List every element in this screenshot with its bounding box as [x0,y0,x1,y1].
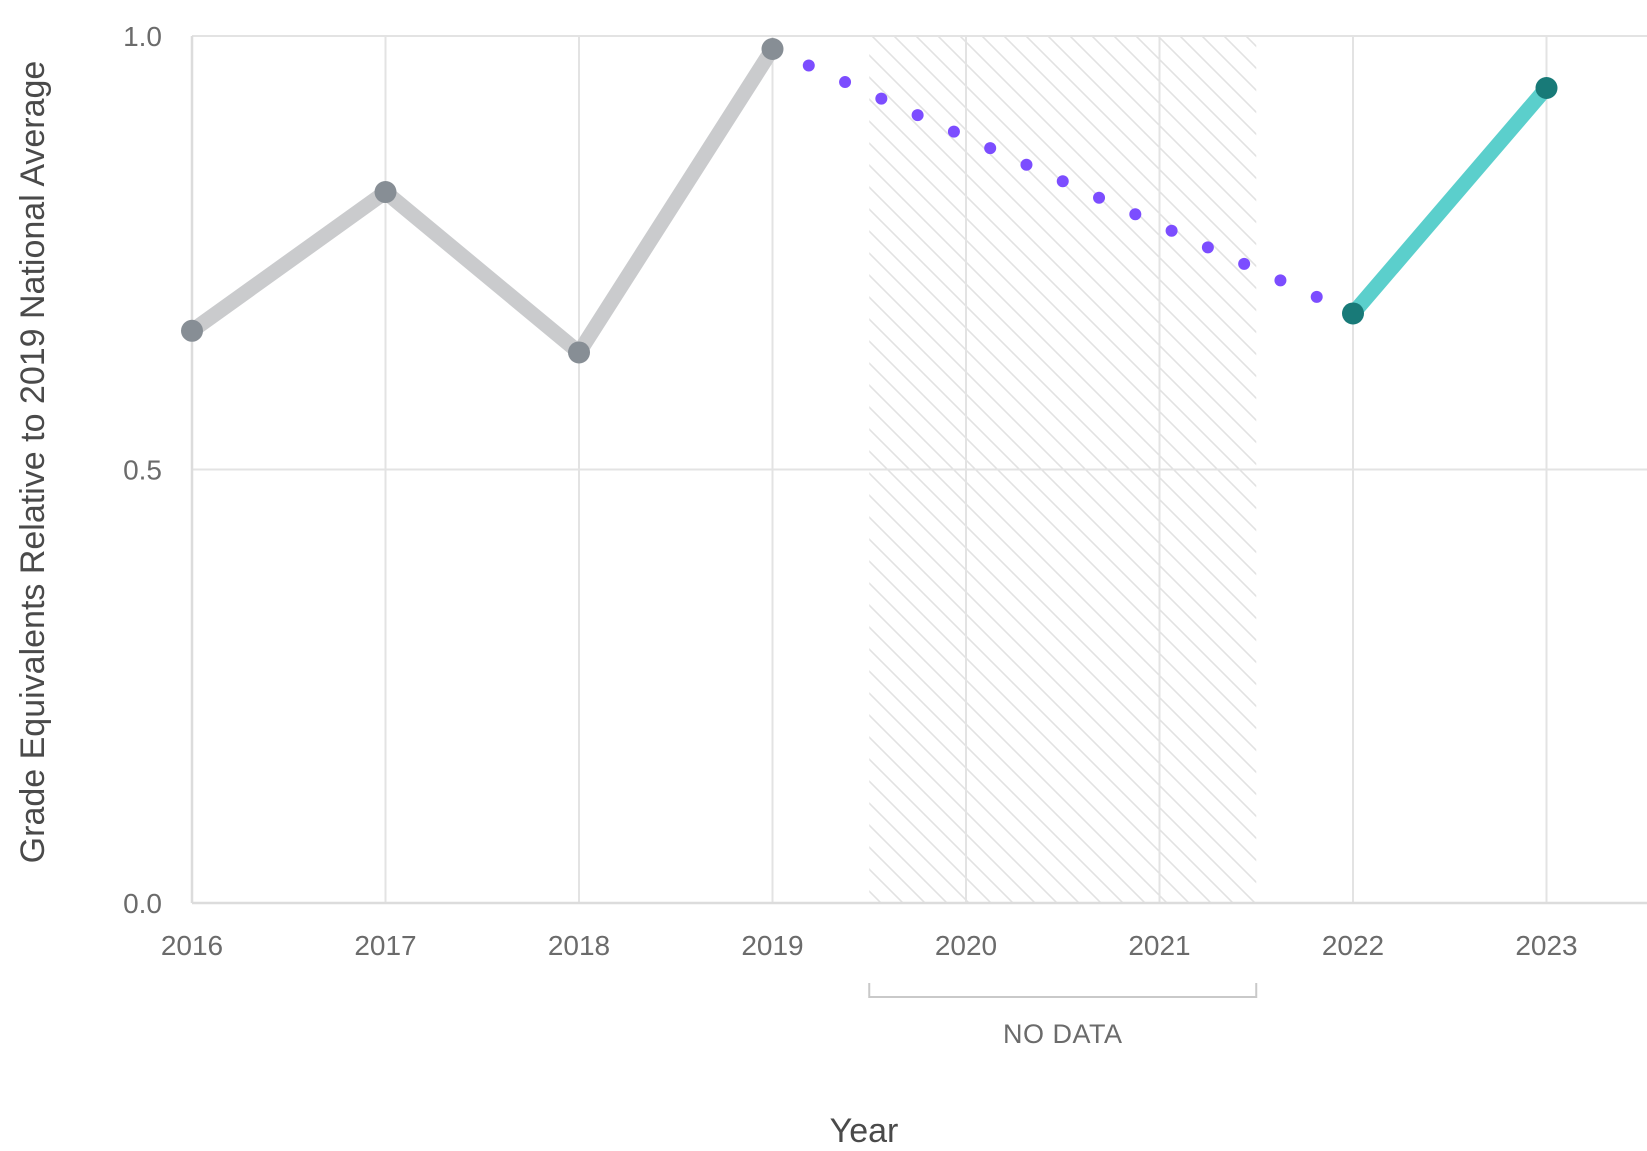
projection-dot [839,76,852,89]
x-tick-label: 2018 [548,930,610,961]
projection-dot [802,59,815,72]
x-tick-label: 2023 [1515,930,1577,961]
data-point-marker [568,341,590,364]
y-tick-label: 0.0 [123,888,162,919]
x-tick-label: 2021 [1128,930,1190,961]
x-tick-label: 2017 [354,930,416,961]
x-tick-label: 2022 [1322,930,1384,961]
projection-dot [1093,191,1106,204]
x-axis-title: Year [830,1112,899,1150]
no-data-label: NO DATA [1003,1019,1123,1049]
y-axis-title: Grade Equivalents Relative to 2019 Natio… [14,61,52,864]
series-line-solid-gray [184,41,780,360]
series-line-solid-teal [1345,80,1554,321]
data-point-marker [1535,77,1558,100]
y-tick-label: 1.0 [123,21,162,52]
data-point-marker [1342,302,1364,325]
projection-dot [1056,175,1069,188]
projection-dot [1238,257,1251,270]
projection-dot [1165,224,1178,237]
no-data-bracket [868,983,1258,998]
data-point-marker [761,38,784,61]
projection-dot [875,92,888,105]
projection-dot [911,109,924,122]
projection-dot [947,125,960,138]
data-point-marker [181,319,203,342]
x-tick-label: 2020 [935,930,997,961]
y-tick-label: 0.5 [123,455,162,486]
projection-dot [1201,241,1214,254]
projection-dot [1274,274,1287,287]
projection-dot [1020,158,1033,171]
projection-dot [1129,208,1142,221]
x-tick-label: 2016 [161,930,223,961]
projection-dot [984,142,997,155]
x-tick-label: 2019 [741,930,803,961]
projection-dot [1310,290,1323,303]
data-point-marker [374,181,397,204]
